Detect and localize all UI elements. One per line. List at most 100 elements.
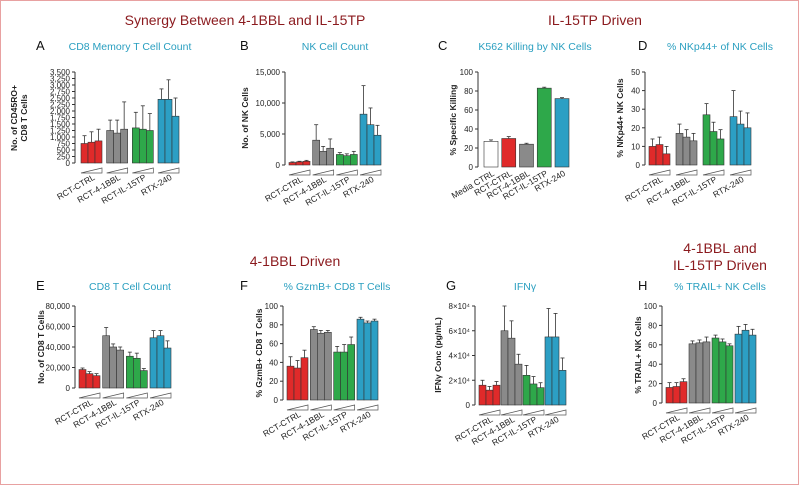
panel-e-ylabel: No. of CD8 T Cells: [36, 310, 46, 384]
panel-f-bar: [300, 357, 309, 401]
panel-g-dose-wedge: [544, 409, 567, 416]
panel-a-ytick-label: 1,000: [50, 133, 71, 142]
panel-a-ytick-label: 1,750: [50, 114, 71, 123]
panel-f-ytick-label: 40: [269, 358, 278, 367]
panel-d-ytick-label: 30: [631, 105, 640, 114]
section-title-41bbl: 4-1BBL Driven: [249, 253, 341, 269]
panel-d-bar: [648, 146, 657, 166]
panel-a-bar: [94, 140, 103, 164]
panel-c-ytick-label: 80: [464, 87, 473, 96]
panel-h-dose-wedge: [734, 407, 757, 414]
panel-f-bar: [324, 332, 332, 401]
panel-f-ytick-label: 20: [269, 377, 278, 386]
panel-c-letter: C: [438, 38, 447, 53]
panel-e-ytick-label: 60,000: [46, 323, 71, 332]
panel-h-ytick-label: 40: [648, 360, 657, 369]
panel-f-bar: [370, 320, 379, 401]
panel-g-ytick-label: 0: [466, 401, 471, 410]
panel-g-ytick-label: 6×10⁴: [449, 327, 471, 336]
panel-f-dose-wedge: [286, 404, 309, 411]
panel-e-bar: [85, 373, 94, 389]
panel-f-dose-wedge: [333, 404, 356, 411]
panel-b-ylabel: No. of NK Cells: [240, 87, 250, 149]
panel-h-bar: [734, 333, 743, 404]
panel-d-bar: [729, 116, 738, 166]
panel-d-bar: [709, 131, 718, 166]
panel-b-dose-wedge: [288, 169, 311, 176]
panel-f-letter: F: [240, 278, 248, 293]
panel-h-ytick-label: 0: [653, 399, 658, 408]
panel-e-ytick-label: 40,000: [46, 343, 71, 352]
panel-a-ytick-label: 750: [57, 140, 71, 149]
panel-e-ytick-label: 80,000: [46, 302, 71, 311]
panel-h-bar: [741, 329, 750, 404]
panel-e-dose-wedge: [78, 392, 101, 399]
panel-g-bar: [551, 336, 560, 406]
panel-f-bar: [356, 318, 365, 401]
panel-g-bar: [522, 374, 531, 406]
panel-d-bar: [736, 123, 745, 166]
panel-d-ytick-label: 0: [636, 161, 641, 170]
panel-g-bar: [529, 383, 538, 406]
panel-e-ytick-label: 0: [66, 384, 71, 393]
panel-a-ytick-label: 3,250: [50, 75, 71, 84]
panel-h-bar: [748, 334, 757, 404]
panel-e-bar: [78, 369, 87, 389]
panel-a-ytick-label: 2,750: [50, 88, 71, 97]
panel-b-bar: [302, 160, 311, 166]
panel-e-bar: [116, 349, 124, 389]
panel-d-ytick-label: 50: [631, 68, 640, 77]
panel-b-bar: [326, 147, 334, 166]
panel-g-letter: G: [446, 278, 456, 293]
panel-f-ytick-label: 60: [269, 340, 278, 349]
panel-c-ytick-label: 100: [460, 68, 474, 77]
panel-d-letter: D: [638, 38, 647, 53]
panel-c-bar: [483, 141, 499, 168]
panel-e-dose-wedge: [149, 392, 172, 399]
panel-d-bar: [702, 114, 711, 166]
panel-f-ytick-label: 80: [269, 321, 278, 330]
panel-b-dose-wedge: [359, 169, 382, 176]
panel-d-title: % NKp44+ of NK Cells: [667, 41, 773, 53]
panel-b-letter: B: [240, 38, 249, 53]
panel-f-dose-wedge: [310, 404, 332, 411]
panel-f-ytick-label: 0: [274, 396, 279, 405]
panel-a-bar: [139, 128, 147, 164]
panel-a-ytick-label: 1,500: [50, 120, 71, 129]
panel-d-dose-wedge: [702, 169, 725, 176]
panel-d-bar: [655, 144, 664, 166]
panel-h-ytick-label: 60: [648, 341, 657, 350]
panel-g-bar: [544, 336, 553, 406]
panel-g-ytick-label: 2×10⁴: [449, 376, 471, 385]
section-title-il15tp: IL-15TP Driven: [548, 12, 642, 28]
panel-h-title: % TRAIL+ NK Cells: [674, 281, 766, 293]
panel-e-letter: E: [36, 278, 45, 293]
panel-g-dose-wedge: [478, 409, 501, 416]
panel-g-bar: [500, 330, 509, 406]
panel-g-bar: [558, 370, 567, 406]
panel-h-bar: [702, 341, 711, 404]
panel-d-dose-wedge: [729, 169, 752, 176]
panel-b-bar: [288, 162, 297, 166]
panel-g-dose-wedge: [522, 409, 545, 416]
panel-c-ytick-label: 0: [469, 163, 474, 172]
panel-b-bar: [319, 151, 327, 166]
panel-a-ytick-label: 3,500: [50, 68, 71, 77]
panel-f-bar: [317, 332, 325, 401]
panel-e-bar: [133, 357, 141, 389]
panel-c-bar: [554, 98, 570, 168]
panel-a-title: CD8 Memory T Cell Count: [69, 41, 192, 53]
panel-f-ylabel: % GzmB+ CD8 T Cells: [254, 308, 264, 397]
panel-b-bar: [336, 154, 344, 166]
panel-e-bar: [149, 337, 158, 389]
panel-a-dose-wedge: [106, 167, 129, 174]
panel-e-dose-wedge: [102, 392, 125, 399]
panel-f-ytick-label: 100: [265, 302, 279, 311]
panel-e-bar: [109, 346, 117, 389]
panel-h-letter: H: [638, 278, 647, 293]
panel-a-bar: [113, 132, 121, 164]
panel-f-bar: [340, 351, 348, 401]
panel-h-bar: [695, 342, 704, 404]
panel-b-dose-wedge: [336, 169, 358, 176]
panel-f-bar: [363, 322, 372, 401]
